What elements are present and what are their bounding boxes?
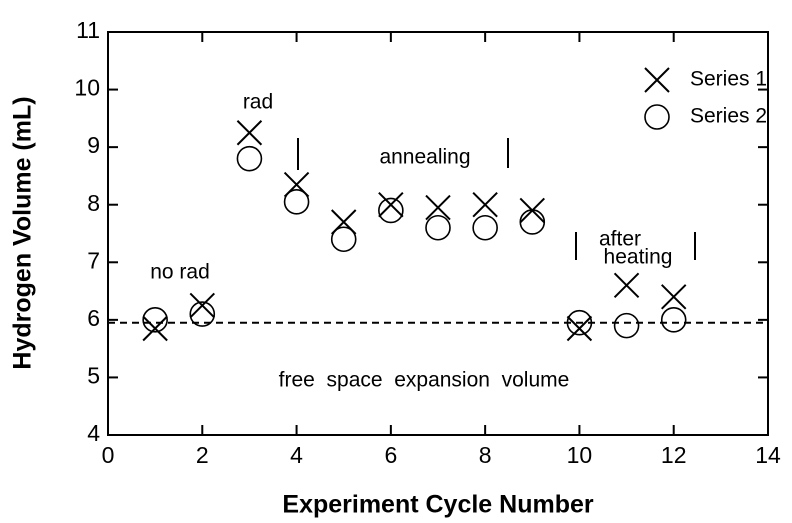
marker-x xyxy=(472,192,498,218)
x-tick-label: 8 xyxy=(479,442,492,468)
marker-x xyxy=(236,120,263,146)
y-tick-label: 10 xyxy=(74,75,100,101)
marker-circle xyxy=(330,226,357,253)
marker-x xyxy=(566,315,593,342)
marker-circle xyxy=(519,209,546,235)
x-axis-label: Experiment Cycle Number xyxy=(282,491,593,519)
annotation: heating xyxy=(604,246,673,269)
x-tick-label: 12 xyxy=(661,442,687,468)
annotation: free space expansion volume xyxy=(279,369,570,392)
marker-circle xyxy=(378,197,404,224)
x-tick-label: 0 xyxy=(102,442,115,468)
y-tick-label: 9 xyxy=(87,132,100,158)
x-tick-label: 2 xyxy=(196,442,209,468)
marker-circle xyxy=(283,189,310,215)
marker-circle xyxy=(142,307,168,333)
x-tick-label: 14 xyxy=(755,442,781,468)
annotation: rad xyxy=(243,91,273,114)
plot-frame xyxy=(107,31,769,436)
marker-x xyxy=(142,315,168,342)
legend-label: Series 1 xyxy=(690,68,767,91)
y-tick-label: 7 xyxy=(87,247,100,273)
x-tick-label: 4 xyxy=(290,442,303,468)
annotation: annealing xyxy=(379,146,470,169)
marker-circle xyxy=(236,145,263,172)
annotation: after xyxy=(599,228,641,251)
x-tick-label: 6 xyxy=(384,442,397,468)
marker-x xyxy=(425,194,451,221)
y-tick-label: 11 xyxy=(76,17,100,43)
y-tick-label: 5 xyxy=(87,363,100,389)
legend-marker xyxy=(644,67,670,93)
x-tick-label: 10 xyxy=(567,442,593,468)
marker-circle xyxy=(425,214,451,241)
marker-x xyxy=(661,284,687,310)
marker-circle xyxy=(566,309,593,336)
legend-label: Series 2 xyxy=(690,105,767,128)
marker-x xyxy=(189,292,215,319)
y-tick-label: 8 xyxy=(87,190,100,216)
marker-x xyxy=(378,192,404,218)
legend-marker xyxy=(644,104,670,130)
y-tick-label: 6 xyxy=(87,305,100,331)
marker-circle xyxy=(660,307,687,333)
marker-circle xyxy=(472,214,498,241)
marker-circle xyxy=(189,301,216,327)
y-tick-label: 4 xyxy=(87,420,100,446)
annotation: no rad xyxy=(150,261,210,284)
y-axis-label: Hydrogen Volume (mL) xyxy=(9,96,37,369)
marker-circle xyxy=(613,312,640,339)
marker-x xyxy=(613,272,640,299)
